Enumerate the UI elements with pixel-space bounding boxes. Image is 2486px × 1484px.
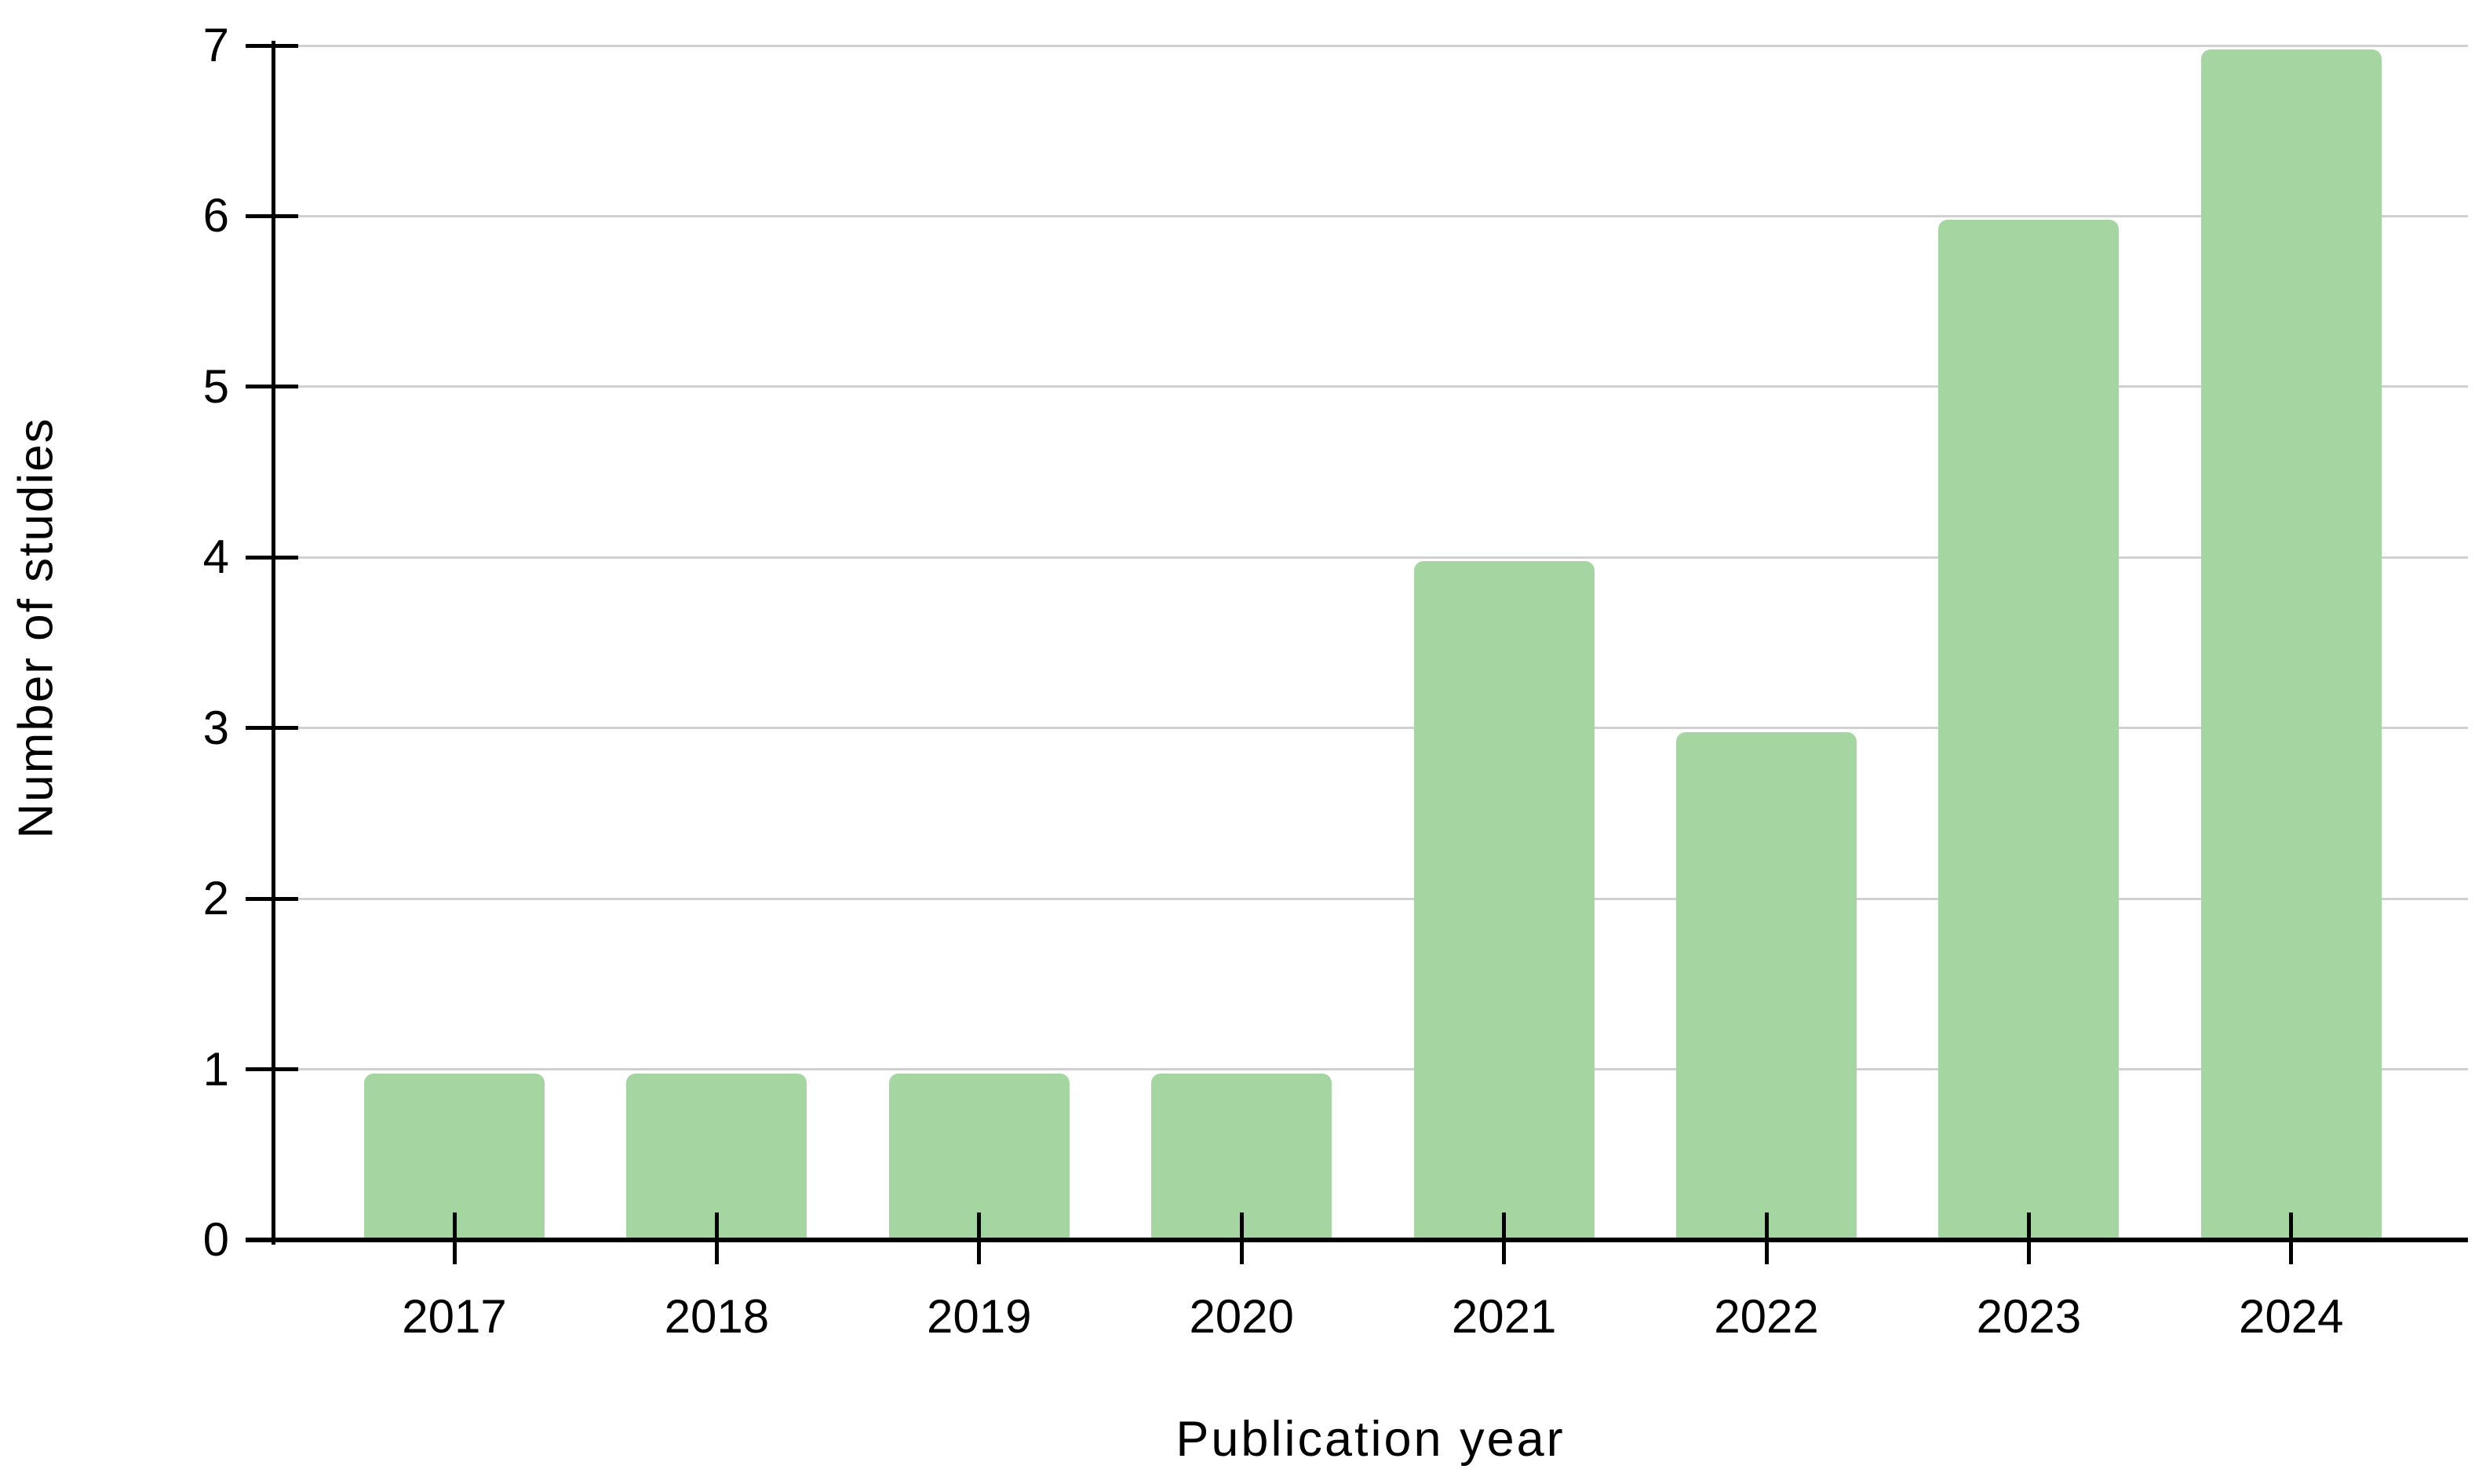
bar-2017 (364, 1073, 545, 1238)
gridline-y-7 (273, 44, 2468, 47)
y-tick-label-6: 6 (202, 189, 229, 242)
y-tick-label-3: 3 (202, 701, 229, 754)
y-axis-line (272, 41, 275, 1245)
y-tick-mark-0 (246, 1238, 298, 1242)
x-tick-mark-2020 (1239, 1212, 1244, 1264)
x-axis-line (246, 1238, 2468, 1242)
bar-2021 (1413, 561, 1595, 1238)
y-tick-label-4: 4 (202, 531, 229, 584)
x-tick-mark-2018 (714, 1212, 719, 1264)
x-tick-label-2019: 2019 (927, 1290, 1032, 1343)
plot-area (273, 45, 2468, 1242)
y-tick-label-7: 7 (202, 19, 229, 71)
bar-2024 (2200, 49, 2382, 1238)
y-tick-mark-3 (246, 726, 298, 731)
x-tick-label-2018: 2018 (664, 1290, 770, 1343)
y-tick-label-0: 0 (202, 1213, 229, 1266)
gridline-y-5 (273, 385, 2468, 388)
x-tick-label-2022: 2022 (1714, 1290, 1819, 1343)
y-tick-mark-4 (246, 555, 298, 560)
x-tick-mark-2024 (2289, 1212, 2294, 1264)
gridline-y-6 (273, 214, 2468, 217)
y-tick-label-1: 1 (202, 1042, 229, 1096)
x-tick-mark-2023 (2026, 1212, 2031, 1264)
bar-2019 (888, 1073, 1070, 1238)
x-tick-mark-2021 (1502, 1212, 1507, 1264)
x-tick-label-2017: 2017 (402, 1290, 507, 1343)
y-tick-label-2: 2 (202, 872, 229, 925)
bar-2022 (1676, 731, 1857, 1238)
x-tick-mark-2022 (1764, 1212, 1769, 1264)
gridline-y-4 (273, 556, 2468, 559)
gridline-y-2 (273, 897, 2468, 900)
x-tick-mark-2017 (452, 1212, 457, 1264)
y-tick-mark-1 (246, 1067, 298, 1072)
y-tick-label-5: 5 (202, 359, 229, 413)
gridline-y-1 (273, 1068, 2468, 1071)
gridline-y-3 (273, 727, 2468, 730)
x-tick-label-2023: 2023 (1976, 1290, 2082, 1343)
x-tick-label-2024: 2024 (2239, 1290, 2344, 1343)
bar-2020 (1151, 1073, 1332, 1238)
y-tick-mark-2 (246, 896, 298, 901)
y-tick-mark-7 (246, 43, 298, 48)
x-tick-label-2020: 2020 (1189, 1290, 1294, 1343)
bar-2023 (1938, 220, 2120, 1238)
y-axis-title: Number of studies (9, 417, 64, 839)
bar-2018 (626, 1073, 807, 1238)
x-axis-title: Publication year (1176, 1412, 1566, 1467)
x-tick-label-2021: 2021 (1451, 1290, 1557, 1343)
y-tick-mark-6 (246, 213, 298, 218)
x-tick-mark-2019 (977, 1212, 982, 1264)
y-tick-mark-5 (246, 385, 298, 389)
